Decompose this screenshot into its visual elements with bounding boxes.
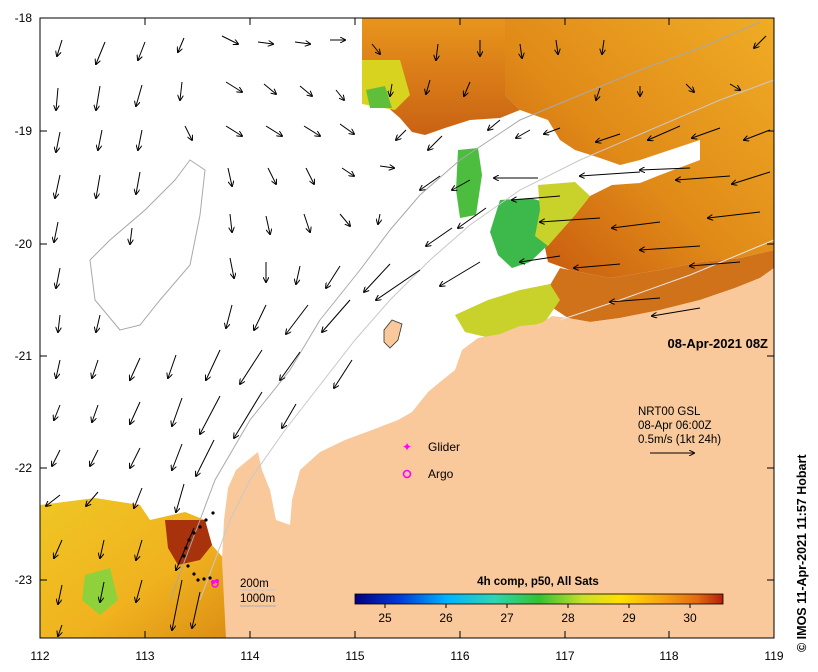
sst-green-patch	[366, 86, 392, 108]
y-tick-label: -21	[15, 349, 33, 363]
x-axis-ticks	[39, 18, 775, 638]
glider-marker-icon: ✦	[402, 440, 412, 454]
map-frame	[39, 17, 775, 639]
glider-track	[182, 511, 215, 582]
y-axis-ticks	[40, 17, 774, 581]
y-tick-label: -19	[15, 124, 33, 138]
current-legend-line2: 08-Apr 06:00Z	[638, 420, 712, 432]
colorbar-title: 4h comp, p50, All Sats	[477, 576, 599, 588]
colorbar-tick: 26	[439, 611, 453, 625]
y-tick-label: -20	[15, 237, 33, 251]
y-tick-label: -22	[15, 461, 33, 475]
sst-colorbar	[354, 593, 724, 605]
sst-warm-northeast	[505, 18, 774, 278]
current-legend-line1: NRT00 GSL	[638, 406, 701, 418]
land-australia	[222, 268, 774, 638]
sst-green-sw	[82, 568, 118, 615]
argo-marker-icon	[402, 469, 412, 479]
sst-green-strip	[456, 148, 482, 218]
colorbar-tick: 25	[378, 611, 392, 625]
glider-argo-positions	[211, 579, 219, 588]
x-tick-label: 119	[764, 649, 783, 663]
sst-hot-spot	[165, 520, 212, 565]
x-tick-label: 117	[555, 649, 574, 663]
sst-yellow-nearshore	[455, 284, 560, 338]
y-tick-label: -23	[15, 573, 33, 587]
bathymetry-200m	[199, 79, 775, 601]
bathymetry-contour	[89, 159, 206, 331]
current-vectors	[46, 35, 771, 636]
sst-warm-southwest	[40, 498, 228, 638]
x-tick-label: 116	[450, 649, 469, 663]
colorbar-tick: 27	[500, 611, 514, 625]
island	[383, 319, 403, 349]
x-tick-label: 115	[345, 649, 364, 663]
depth-legend-200: 200m	[240, 578, 269, 590]
sst-yellow-front	[535, 182, 590, 246]
x-tick-label: 113	[135, 649, 154, 663]
colorbar-tick: 29	[622, 611, 636, 625]
colorbar-tick: 28	[561, 611, 575, 625]
bathymetry-1000m	[169, 21, 761, 601]
depth-legend-1000: 1000m	[240, 593, 275, 605]
x-tick-label: 118	[659, 649, 678, 663]
y-tick-label: -18	[15, 11, 33, 25]
glider-legend-label: Glider	[428, 440, 460, 454]
x-tick-label: 112	[30, 649, 49, 663]
x-tick-label: 114	[240, 649, 259, 663]
current-legend-line3: 0.5m/s (1kt 24h)	[638, 434, 721, 446]
imos-credit: © IMOS 11-Apr-2021 11:57 Hobart	[795, 454, 809, 652]
map-datetime: 08-Apr-2021 08Z	[668, 336, 768, 351]
argo-legend-label: Argo	[428, 467, 454, 481]
colorbar-tick: 30	[683, 611, 697, 625]
